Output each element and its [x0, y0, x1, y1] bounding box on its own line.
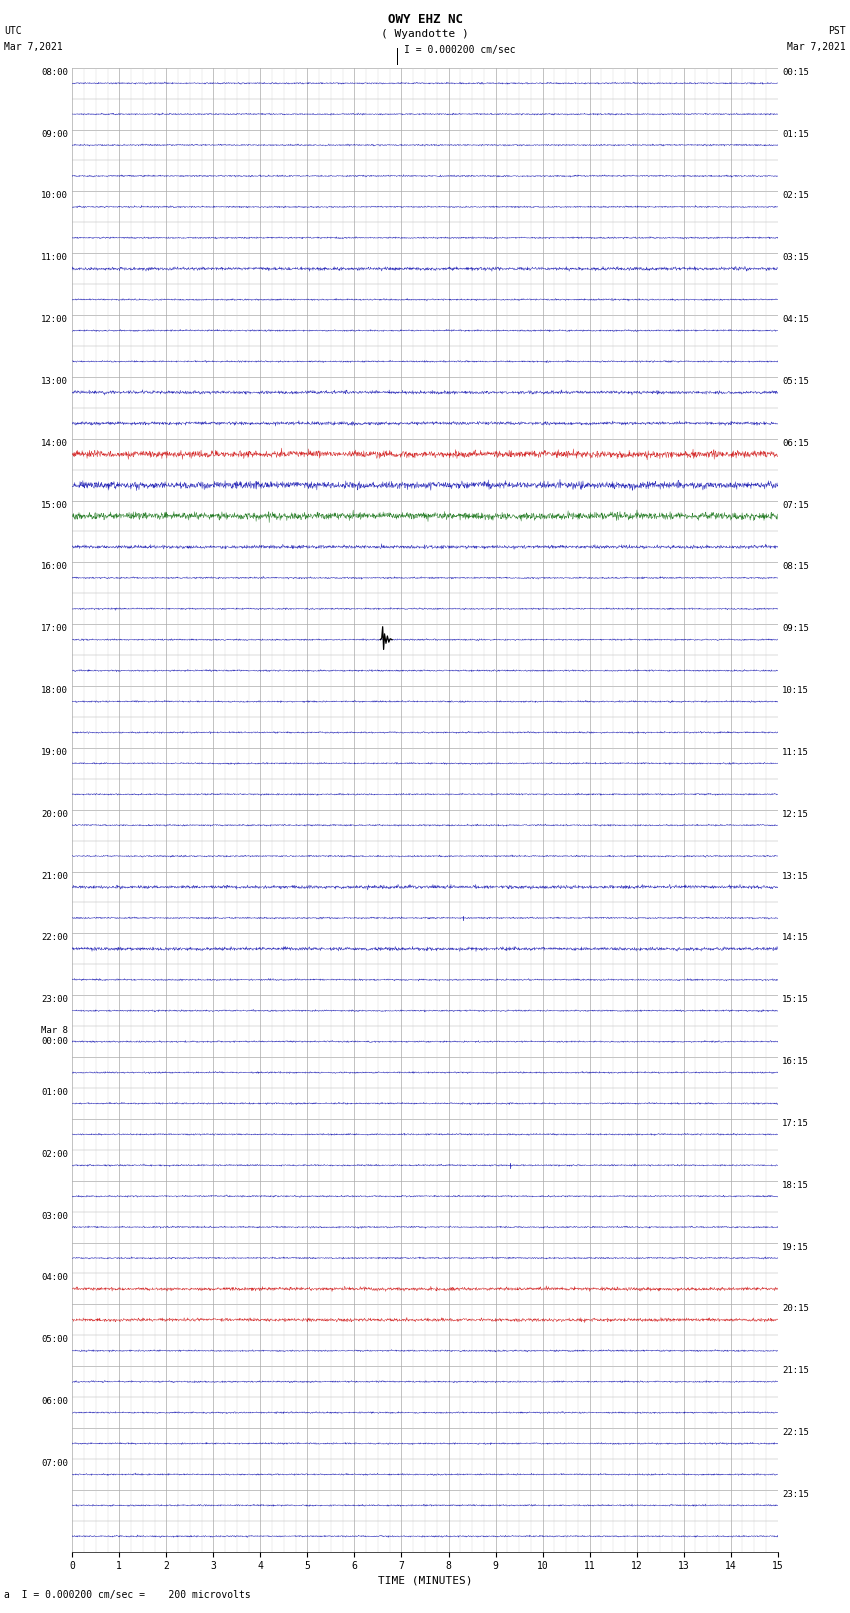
Text: 11:15: 11:15 [782, 748, 809, 756]
Text: 20:00: 20:00 [41, 810, 68, 819]
Text: Mar 7,2021: Mar 7,2021 [4, 42, 63, 52]
Text: 21:00: 21:00 [41, 871, 68, 881]
Text: 09:00: 09:00 [41, 129, 68, 139]
Text: 04:15: 04:15 [782, 315, 809, 324]
Text: 10:00: 10:00 [41, 192, 68, 200]
Text: 03:15: 03:15 [782, 253, 809, 263]
Text: 18:15: 18:15 [782, 1181, 809, 1190]
Text: 12:00: 12:00 [41, 315, 68, 324]
Text: 00:15: 00:15 [782, 68, 809, 77]
Text: a  I = 0.000200 cm/sec =    200 microvolts: a I = 0.000200 cm/sec = 200 microvolts [4, 1590, 251, 1600]
Text: 04:00: 04:00 [41, 1274, 68, 1282]
Text: 06:00: 06:00 [41, 1397, 68, 1407]
Text: OWY EHZ NC: OWY EHZ NC [388, 13, 462, 26]
Text: 18:00: 18:00 [41, 686, 68, 695]
Text: 21:15: 21:15 [782, 1366, 809, 1376]
Text: 01:00: 01:00 [41, 1087, 68, 1097]
Text: 22:15: 22:15 [782, 1428, 809, 1437]
Text: UTC: UTC [4, 26, 22, 35]
Text: 01:15: 01:15 [782, 129, 809, 139]
Text: 12:15: 12:15 [782, 810, 809, 819]
Text: 11:00: 11:00 [41, 253, 68, 263]
Text: 07:15: 07:15 [782, 500, 809, 510]
Text: 08:15: 08:15 [782, 563, 809, 571]
Text: 00:00: 00:00 [41, 1037, 68, 1047]
Text: 16:00: 16:00 [41, 563, 68, 571]
Text: 20:15: 20:15 [782, 1305, 809, 1313]
Text: 23:00: 23:00 [41, 995, 68, 1005]
Text: 08:00: 08:00 [41, 68, 68, 77]
Text: PST: PST [828, 26, 846, 35]
Text: 19:00: 19:00 [41, 748, 68, 756]
Text: 13:00: 13:00 [41, 377, 68, 386]
Text: 07:00: 07:00 [41, 1458, 68, 1468]
Text: Mar 7,2021: Mar 7,2021 [787, 42, 846, 52]
Text: Mar 8: Mar 8 [41, 1026, 68, 1036]
Text: 23:15: 23:15 [782, 1490, 809, 1498]
Text: 17:00: 17:00 [41, 624, 68, 634]
Text: 15:15: 15:15 [782, 995, 809, 1005]
Text: 06:15: 06:15 [782, 439, 809, 448]
Text: 10:15: 10:15 [782, 686, 809, 695]
Text: 14:00: 14:00 [41, 439, 68, 448]
Text: 17:15: 17:15 [782, 1119, 809, 1127]
Text: 14:15: 14:15 [782, 934, 809, 942]
Text: I = 0.000200 cm/sec: I = 0.000200 cm/sec [404, 45, 515, 55]
Text: ( Wyandotte ): ( Wyandotte ) [381, 29, 469, 39]
Text: 13:15: 13:15 [782, 871, 809, 881]
Text: 02:00: 02:00 [41, 1150, 68, 1158]
Text: 05:15: 05:15 [782, 377, 809, 386]
Text: 19:15: 19:15 [782, 1242, 809, 1252]
Text: 16:15: 16:15 [782, 1057, 809, 1066]
Text: 05:00: 05:00 [41, 1336, 68, 1344]
Text: 03:00: 03:00 [41, 1211, 68, 1221]
Text: 15:00: 15:00 [41, 500, 68, 510]
X-axis label: TIME (MINUTES): TIME (MINUTES) [377, 1576, 473, 1586]
Text: 02:15: 02:15 [782, 192, 809, 200]
Text: 22:00: 22:00 [41, 934, 68, 942]
Text: 09:15: 09:15 [782, 624, 809, 634]
